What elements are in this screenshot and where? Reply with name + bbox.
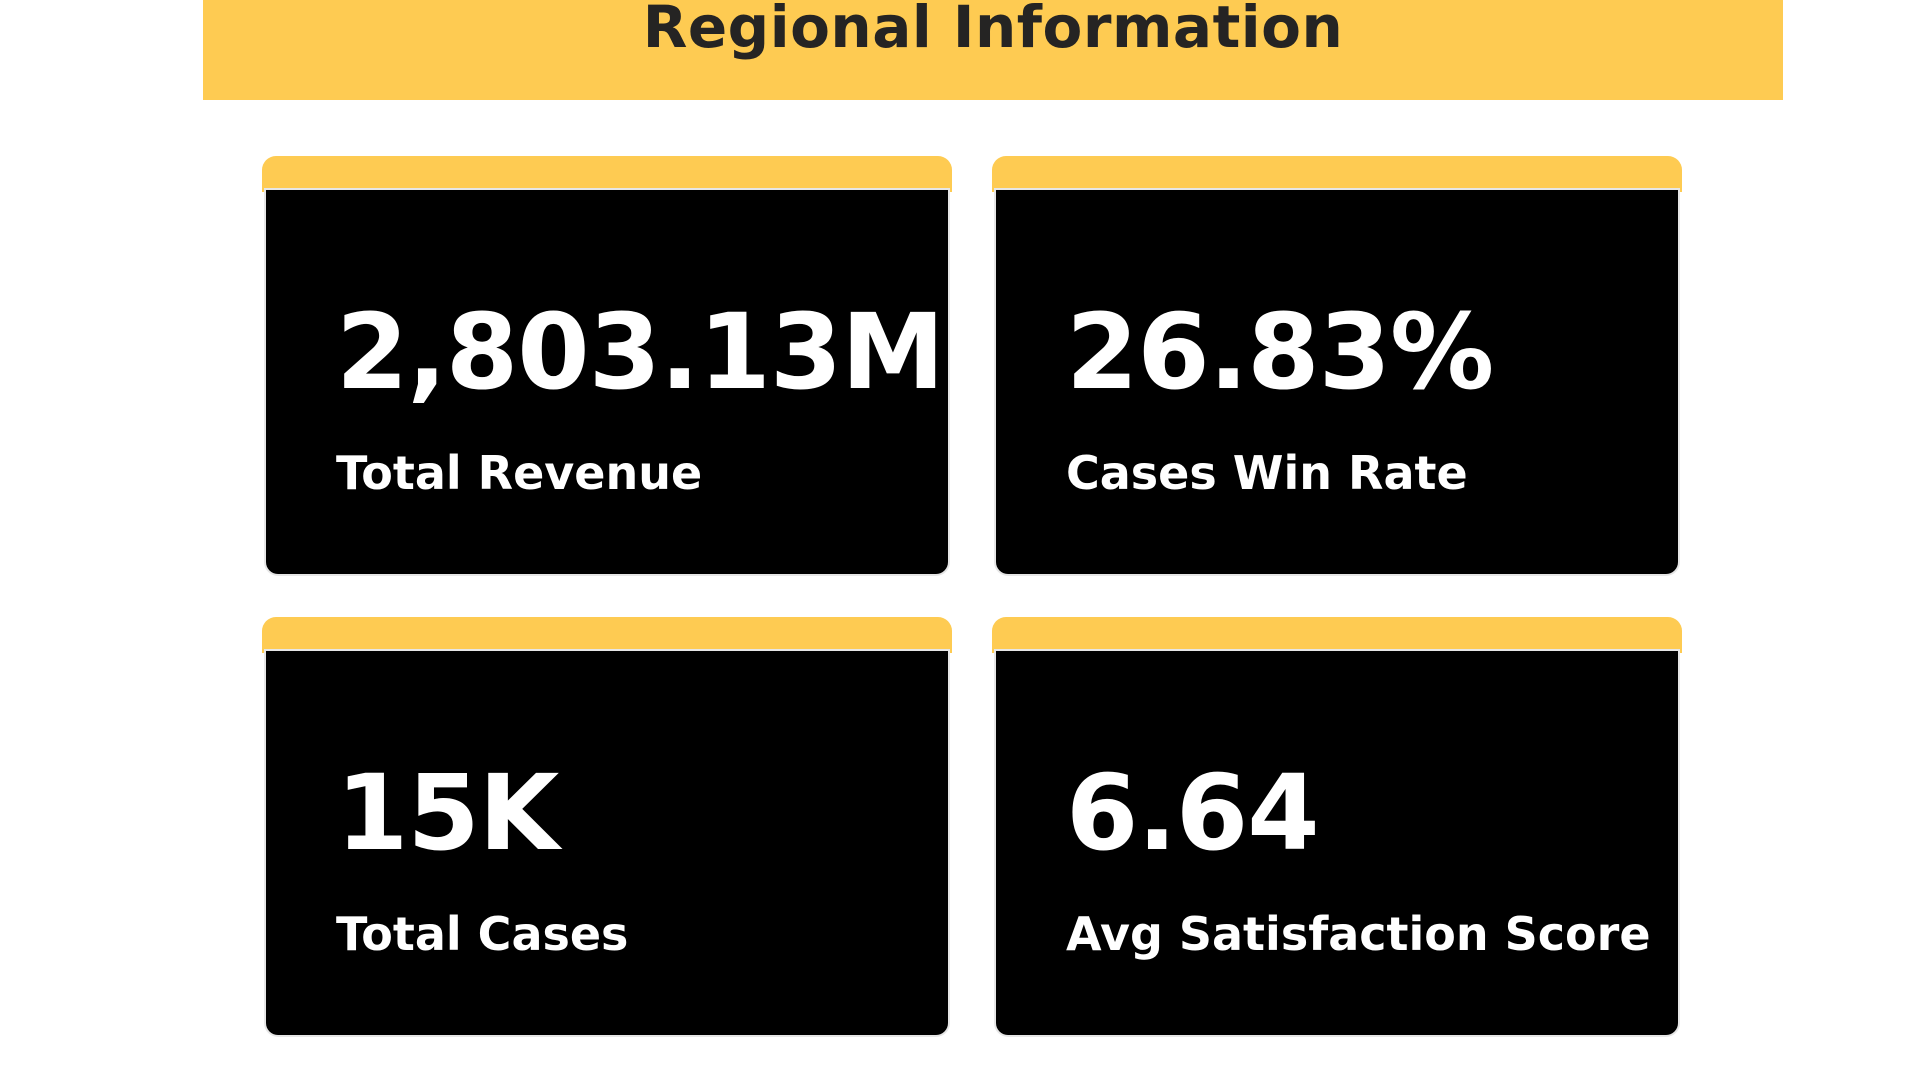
card-accent-bar (992, 156, 1682, 192)
kpi-value: 26.83% (1066, 291, 1494, 413)
kpi-label: Cases Win Rate (1066, 446, 1468, 500)
card-body: 15K Total Cases (266, 651, 948, 1035)
card-accent-bar (262, 617, 952, 653)
kpi-card-total-revenue[interactable]: 2,803.13M Total Revenue (262, 156, 952, 574)
page-title: Regional Information (642, 0, 1344, 61)
kpi-card-total-cases[interactable]: 15K Total Cases (262, 617, 952, 1035)
header-banner: Regional Information (203, 0, 1783, 100)
kpi-value: 6.64 (1066, 752, 1320, 874)
kpi-value: 2,803.13M (336, 291, 945, 413)
kpi-label: Avg Satisfaction Score (1066, 907, 1651, 961)
kpi-label: Total Revenue (336, 446, 703, 500)
card-body: 2,803.13M Total Revenue (266, 190, 948, 574)
card-body: 26.83% Cases Win Rate (996, 190, 1678, 574)
card-accent-bar (992, 617, 1682, 653)
kpi-value: 15K (336, 752, 559, 874)
kpi-label: Total Cases (336, 907, 629, 961)
card-body: 6.64 Avg Satisfaction Score (996, 651, 1678, 1035)
kpi-card-avg-satisfaction-score[interactable]: 6.64 Avg Satisfaction Score (992, 617, 1682, 1035)
card-accent-bar (262, 156, 952, 192)
kpi-card-cases-win-rate[interactable]: 26.83% Cases Win Rate (992, 156, 1682, 574)
